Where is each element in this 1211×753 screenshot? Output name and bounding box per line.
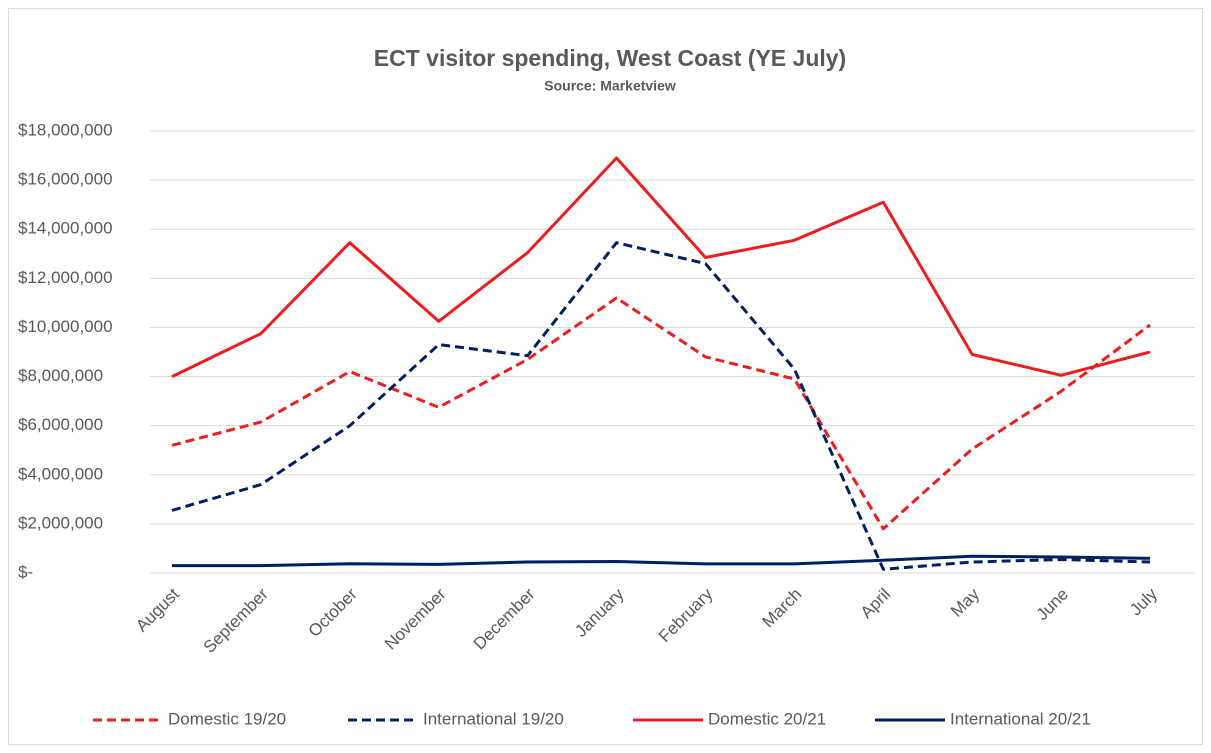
chart-subtitle: Source: Marketview xyxy=(544,78,676,94)
y-tick-label: $12,000,000 xyxy=(18,268,113,287)
legend-label: International 20/21 xyxy=(950,709,1091,728)
legend-label: Domestic 19/20 xyxy=(168,709,286,728)
y-tick-label: $16,000,000 xyxy=(18,170,113,189)
y-tick-label: $14,000,000 xyxy=(18,219,113,238)
y-tick-label: $- xyxy=(18,562,33,581)
legend-label: Domestic 20/21 xyxy=(708,709,826,728)
series-line xyxy=(171,156,1151,378)
chart-title: ECT visitor spending, West Coast (YE Jul… xyxy=(374,45,846,71)
series-line xyxy=(172,554,1151,568)
y-tick-label: $2,000,000 xyxy=(18,513,103,532)
y-tick-label: $10,000,000 xyxy=(18,317,113,336)
y-tick-label: $8,000,000 xyxy=(18,366,103,385)
series-line xyxy=(171,296,1151,531)
y-tick-label: $6,000,000 xyxy=(18,415,103,434)
legend-label: International 19/20 xyxy=(423,709,564,728)
y-tick-label: $4,000,000 xyxy=(18,464,103,483)
y-tick-label: $18,000,000 xyxy=(18,120,113,139)
